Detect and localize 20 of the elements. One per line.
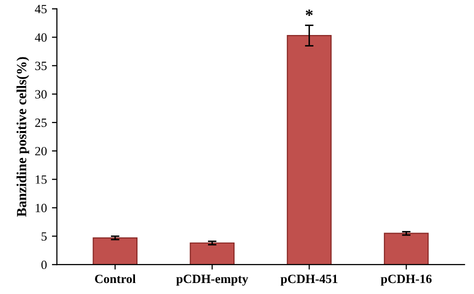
y-tick-label: 20 [35,146,47,156]
bar [384,232,429,265]
y-tick-label: 15 [36,175,47,184]
bar [190,242,235,265]
y-tick-label: 25 [35,118,47,127]
x-tick-label: Control [95,274,136,284]
x-tick-label: pCDH-451 [280,274,338,286]
x-tick-label: pCDH-empty [176,274,248,286]
bar [286,34,332,265]
y-tick-label: 40 [34,33,47,42]
y-tick-label: 10 [36,204,47,212]
y-axis-title: Banzidine positive cells(%) [16,57,30,217]
y-tick-label: 35 [35,62,47,70]
y-tick-label: 45 [34,4,47,14]
bar [92,237,138,265]
y-tick-label: 0 [41,260,47,270]
y-tick-label: 30 [35,90,47,99]
y-tick-label: 5 [42,232,47,241]
annotation: * [306,10,313,16]
x-tick-label: pCDH-16 [380,274,432,286]
